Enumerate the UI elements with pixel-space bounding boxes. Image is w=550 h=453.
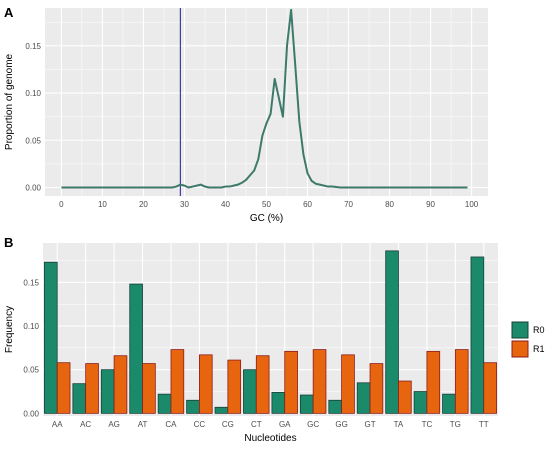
bar-r1-tt <box>483 362 497 414</box>
y-tick-label: 0.05 <box>23 366 39 375</box>
panel-a-x-tick-labels: 0 10 20 30 40 50 60 70 80 90 100 <box>59 200 479 209</box>
x-tick-label: TA <box>394 420 404 429</box>
panel-b-bars <box>44 250 497 414</box>
y-tick-label: 0.10 <box>25 89 41 98</box>
y-tick-label: 0.00 <box>23 409 39 418</box>
y-tick-label: 0.15 <box>25 42 41 51</box>
bar-r1-ca <box>170 349 185 414</box>
x-tick-label: CA <box>165 420 177 429</box>
x-tick-label: 90 <box>426 200 435 209</box>
panel-a-series <box>61 8 468 189</box>
bar-r0-tt <box>470 256 485 414</box>
panel-b-legend: R0 R1 <box>511 321 545 358</box>
bar-r1-ac <box>85 363 99 414</box>
panel-a-gc-content-chart: A 0 10 20 30 40 50 60 70 80 90 100 0.00 0.05 0.10 0.1… <box>4 5 488 224</box>
panel-b-y-tick-labels: 0.00 0.05 0.10 0.15 <box>23 278 39 418</box>
x-tick-label: 10 <box>98 200 107 209</box>
y-tick-label: 0.05 <box>25 136 41 145</box>
panel-a-letter: A <box>4 5 14 20</box>
panel-b-letter: B <box>4 235 13 250</box>
bar-r0-at <box>129 283 143 414</box>
series-line <box>61 8 468 189</box>
bar-r0-tc <box>413 391 428 414</box>
bar-r1-tc <box>426 350 441 414</box>
bar-r0-cc <box>186 399 200 414</box>
x-tick-label: AG <box>108 420 120 429</box>
legend-key-r1 <box>511 340 529 358</box>
x-tick-label: TC <box>422 420 433 429</box>
x-tick-label: GC <box>307 420 319 429</box>
bar-r1-gg <box>341 354 355 414</box>
bar-r1-gt <box>369 363 384 414</box>
bar-r0-ag <box>100 369 115 414</box>
y-tick-label: 0.15 <box>23 278 39 287</box>
x-tick-label: CC <box>194 420 206 429</box>
bar-r1-aa <box>56 362 71 414</box>
bar-r0-cg <box>214 406 229 414</box>
bar-r0-gc <box>299 394 314 414</box>
legend-label-r1: R1 <box>533 344 545 354</box>
x-tick-label: 20 <box>139 200 148 209</box>
legend-key-r0 <box>511 321 529 339</box>
panel-b-y-axis-title: Frequency <box>4 306 15 353</box>
x-tick-label: 50 <box>262 200 271 209</box>
y-tick-label: 0.00 <box>25 183 41 192</box>
x-tick-label: 30 <box>180 200 189 209</box>
bar-r1-cg <box>227 359 242 414</box>
panel-a-y-tick-labels: 0.00 0.05 0.10 0.15 <box>25 42 41 193</box>
x-tick-label: CT <box>251 420 262 429</box>
x-tick-label: CG <box>222 420 234 429</box>
x-tick-label: 40 <box>221 200 230 209</box>
bar-r1-tg <box>454 349 469 414</box>
bar-r0-gt <box>356 382 371 414</box>
bar-r0-gg <box>328 399 342 414</box>
bar-r1-ct <box>255 355 270 414</box>
bar-r0-ct <box>243 369 257 414</box>
x-tick-label: GA <box>279 420 291 429</box>
x-tick-label: 70 <box>344 200 353 209</box>
x-tick-label: 80 <box>385 200 394 209</box>
bar-r0-aa <box>44 261 58 414</box>
bar-r0-ta <box>385 250 399 414</box>
bar-r0-ca <box>157 393 172 414</box>
x-tick-label: TT <box>479 420 489 429</box>
panel-b-nucleotide-chart: B AA AC AG AT CA CC CG CT GA GC GG GT TA TC TG TT 0.000… <box>4 235 545 444</box>
panel-a-x-axis-title: GC (%) <box>250 213 283 224</box>
x-tick-label: 100 <box>465 200 479 209</box>
bar-r1-at <box>142 363 156 414</box>
panel-a-y-axis-title: Proportion of genome <box>4 53 15 150</box>
bar-r0-ga <box>271 392 286 414</box>
x-tick-label: 0 <box>59 200 64 209</box>
panel-b-x-tick-labels: AA AC AG AT CA CC CG CT GA GC GG GT TA TC TG TT <box>52 420 489 429</box>
x-tick-label: AC <box>80 420 91 429</box>
bar-r1-ta <box>398 380 412 414</box>
x-tick-label: GT <box>364 420 375 429</box>
bar-r1-cc <box>199 354 213 414</box>
y-tick-label: 0.10 <box>23 322 39 331</box>
bar-r1-gc <box>312 349 327 414</box>
legend-label-r0: R0 <box>533 325 545 335</box>
x-tick-label: TG <box>450 420 461 429</box>
x-tick-label: AT <box>138 420 148 429</box>
bar-r1-ag <box>113 355 128 414</box>
x-tick-label: AA <box>52 420 63 429</box>
panel-b-x-axis-title: Nucleotides <box>244 433 296 444</box>
bar-r0-ac <box>72 383 87 414</box>
x-tick-label: 60 <box>303 200 312 209</box>
bar-r0-tg <box>442 393 456 414</box>
x-tick-label: GG <box>335 420 347 429</box>
bar-r1-ga <box>284 350 298 414</box>
